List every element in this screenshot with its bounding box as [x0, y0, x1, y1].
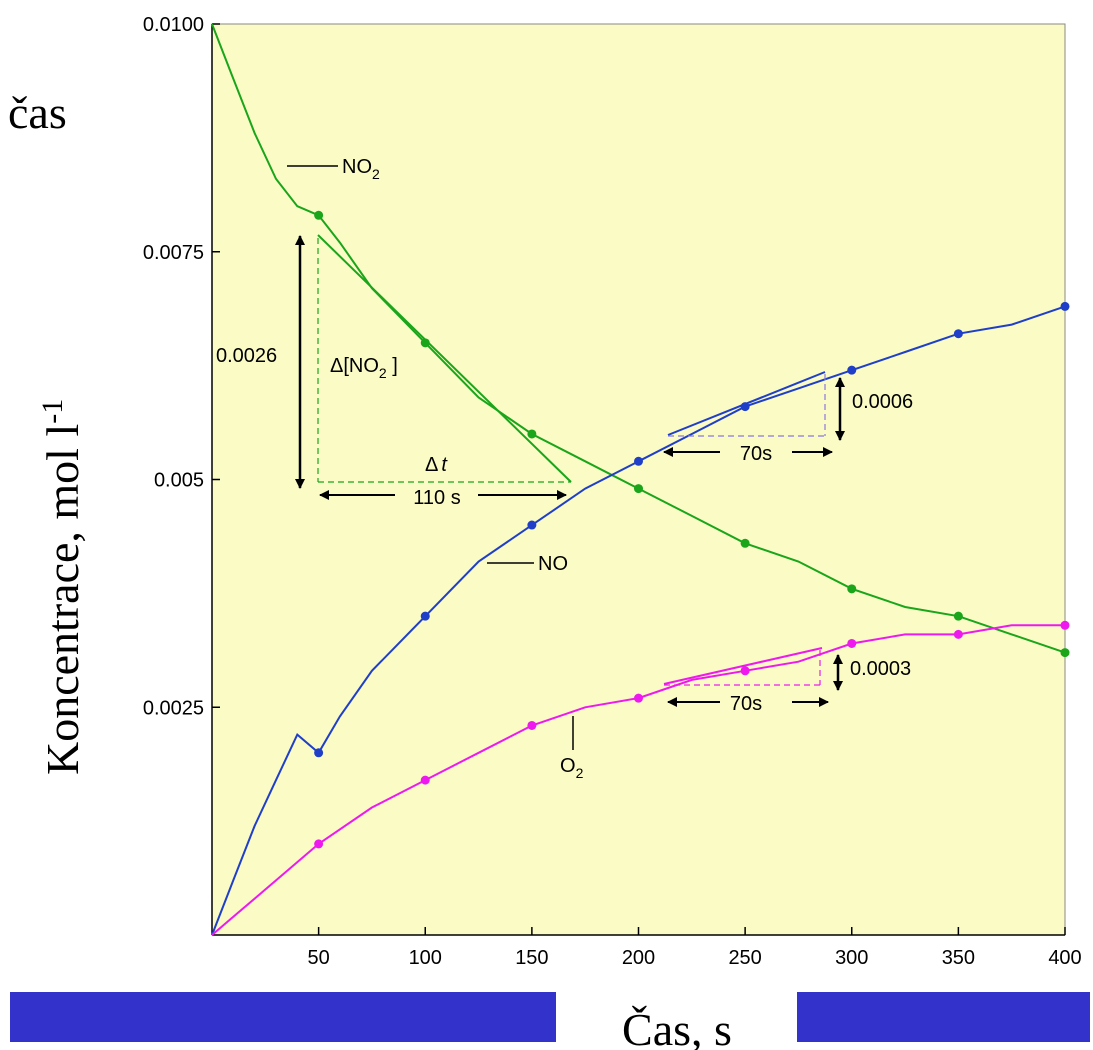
no2-data-point	[740, 538, 750, 548]
x-axis-title: Čas, s	[622, 1004, 732, 1050]
no2-data-point	[527, 429, 537, 439]
o2-series-line	[211, 624, 1065, 936]
o2-delta-y-label: 0.0003	[850, 658, 911, 680]
o2-data-point	[527, 720, 537, 730]
no2-data-point	[847, 584, 857, 594]
series-labels: NO2 NO O2	[287, 156, 584, 781]
no2-tangent-line	[317, 234, 572, 483]
y-axis-title-main: Koncentrace, mol l	[37, 424, 88, 775]
no2-data-point	[634, 484, 643, 494]
y-tick-label: 0.0075	[143, 242, 204, 264]
o2-data-point	[314, 839, 324, 849]
o2-tangent-annotation: 0.0003 70s	[663, 647, 911, 715]
no2-series-label-sub: 2	[372, 166, 380, 182]
no-tangent-line	[667, 371, 826, 436]
y-axis-title-sup: -1	[36, 399, 69, 424]
no-tangent-annotation: 0.0006 70s	[663, 371, 913, 465]
o2-tangent-line	[663, 647, 823, 685]
no2-delta-species-sub: 2	[379, 365, 387, 381]
no-interval-label: 70s	[740, 443, 772, 465]
no-data-point	[314, 748, 324, 758]
no-series-label: NO	[538, 553, 568, 575]
o2-series-label: O2	[560, 755, 584, 781]
no-data-point	[953, 329, 963, 339]
corner-word: čas	[8, 87, 67, 138]
no2-delta-species-end: ]	[387, 355, 398, 377]
no-data-point	[527, 520, 537, 530]
bottom-bar-right	[797, 992, 1090, 1042]
no2-series-label-main: NO	[342, 156, 372, 178]
x-tick-label: 50	[308, 947, 330, 969]
delta-t-symbol: Δ	[425, 454, 438, 476]
x-tick-label: 250	[728, 947, 761, 969]
no-data-point	[847, 365, 857, 375]
x-tick-label: 300	[835, 947, 868, 969]
no2-series-label: NO2	[342, 156, 380, 182]
x-tick-label: 200	[622, 947, 655, 969]
x-tick-label: 100	[409, 947, 442, 969]
o2-series-label-main: O	[560, 755, 576, 777]
x-tick-label: 350	[942, 947, 975, 969]
o2-interval-label: 70s	[730, 693, 762, 715]
y-axis-title: Koncentrace, mol l-1	[36, 399, 88, 775]
no2-data-point	[953, 611, 963, 621]
no-data-point	[420, 611, 430, 621]
series-layer	[211, 23, 1070, 936]
no-data-point	[1060, 301, 1070, 311]
o2-data-point	[1060, 620, 1070, 630]
y-tick-label: 0.005	[154, 470, 204, 492]
o2-data-point	[953, 629, 963, 639]
y-ticks: 0.0025 0.005 0.0075 0.0100	[143, 14, 220, 719]
no2-interval-label: 110 s	[413, 487, 460, 509]
o2-data-point	[420, 775, 430, 785]
bottom-bar-left	[10, 992, 556, 1042]
y-tick-label: 0.0100	[143, 14, 204, 36]
o2-series-label-sub: 2	[576, 765, 584, 781]
o2-data-point	[847, 638, 857, 648]
x-ticks: 50 100 150 200 250 300 350 400	[308, 927, 1082, 969]
delta-t-var: t	[441, 454, 448, 476]
plot-area	[211, 23, 1066, 936]
o2-data-point	[634, 693, 643, 703]
o2-data-point	[740, 666, 750, 676]
no2-data-point	[314, 210, 324, 220]
no2-delta-species-main: Δ[NO	[330, 355, 379, 377]
x-tick-label: 150	[515, 947, 548, 969]
no-data-point	[634, 456, 643, 466]
x-tick-label: 400	[1048, 947, 1081, 969]
no2-delta-y-label: 0.0026	[216, 345, 277, 367]
no2-delta-species-label: Δ[NO2 ]	[330, 355, 398, 381]
no2-data-point	[1060, 648, 1070, 658]
no-delta-y-label: 0.0006	[852, 391, 913, 413]
y-tick-label: 0.0025	[143, 697, 204, 719]
